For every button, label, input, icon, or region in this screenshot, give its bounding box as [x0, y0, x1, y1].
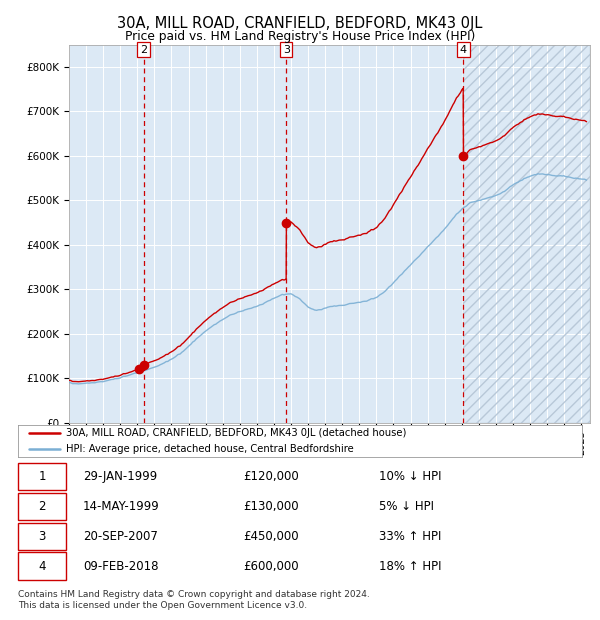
Bar — [463, 45, 590, 423]
Text: 4: 4 — [38, 560, 46, 572]
Text: 29-JAN-1999: 29-JAN-1999 — [83, 471, 157, 483]
Text: 5% ↓ HPI: 5% ↓ HPI — [379, 500, 434, 513]
Text: 2: 2 — [140, 45, 147, 55]
Text: 30A, MILL ROAD, CRANFIELD, BEDFORD, MK43 0JL: 30A, MILL ROAD, CRANFIELD, BEDFORD, MK43… — [118, 16, 482, 31]
Bar — [463, 45, 590, 423]
Text: 2: 2 — [38, 500, 46, 513]
Text: HPI: Average price, detached house, Central Bedfordshire: HPI: Average price, detached house, Cent… — [66, 444, 353, 454]
Text: £120,000: £120,000 — [244, 471, 299, 483]
Text: Contains HM Land Registry data © Crown copyright and database right 2024.
This d: Contains HM Land Registry data © Crown c… — [18, 590, 370, 609]
Text: 14-MAY-1999: 14-MAY-1999 — [83, 500, 160, 513]
Text: 20-SEP-2007: 20-SEP-2007 — [83, 530, 158, 542]
Text: £450,000: £450,000 — [244, 530, 299, 542]
Text: 18% ↑ HPI: 18% ↑ HPI — [379, 560, 442, 572]
Text: 09-FEB-2018: 09-FEB-2018 — [83, 560, 158, 572]
Text: 33% ↑ HPI: 33% ↑ HPI — [379, 530, 442, 542]
Text: 3: 3 — [38, 530, 46, 542]
Text: £600,000: £600,000 — [244, 560, 299, 572]
Text: 1: 1 — [38, 471, 46, 483]
Text: 4: 4 — [460, 45, 467, 55]
Text: 10% ↓ HPI: 10% ↓ HPI — [379, 471, 442, 483]
FancyBboxPatch shape — [18, 463, 66, 490]
Text: Price paid vs. HM Land Registry's House Price Index (HPI): Price paid vs. HM Land Registry's House … — [125, 30, 475, 43]
Text: 3: 3 — [283, 45, 290, 55]
FancyBboxPatch shape — [18, 493, 66, 520]
Text: 30A, MILL ROAD, CRANFIELD, BEDFORD, MK43 0JL (detached house): 30A, MILL ROAD, CRANFIELD, BEDFORD, MK43… — [66, 428, 406, 438]
Text: £130,000: £130,000 — [244, 500, 299, 513]
FancyBboxPatch shape — [18, 552, 66, 580]
FancyBboxPatch shape — [18, 523, 66, 550]
